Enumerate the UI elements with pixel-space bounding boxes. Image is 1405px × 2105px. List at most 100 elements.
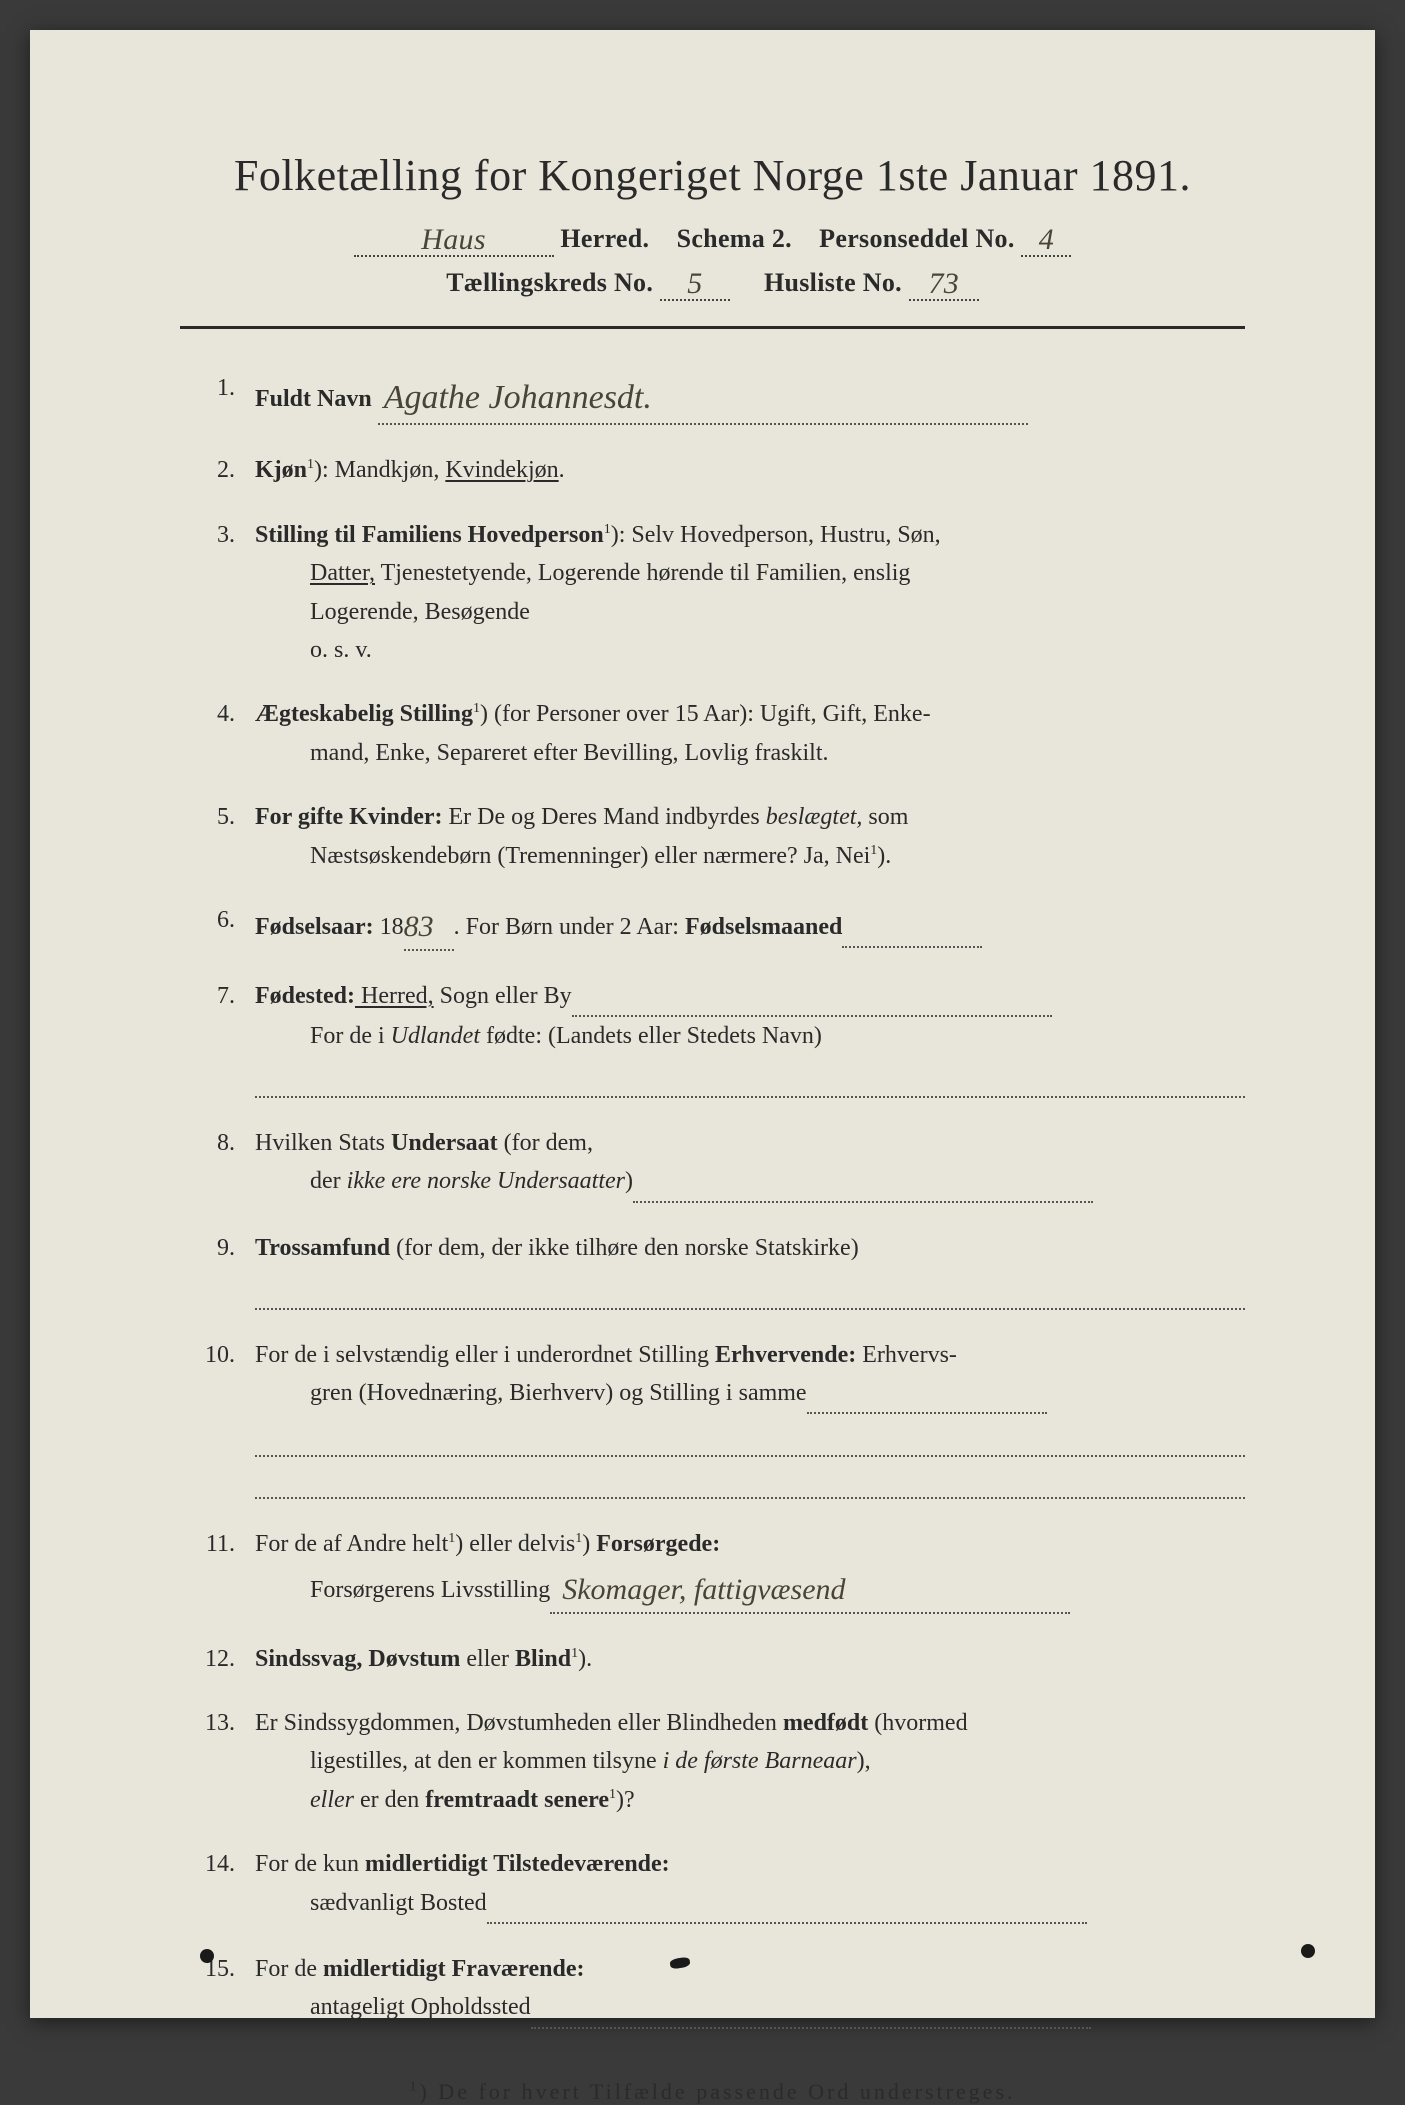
birth-year-hand: 83 (404, 903, 434, 951)
sup: 1 (609, 1787, 616, 1802)
line2: sædvanligt Bosted (255, 1884, 1245, 1924)
item-6: 6. Fødselsaar: 1883. For Børn under 2 Aa… (200, 901, 1245, 951)
item-num: 2. (200, 451, 255, 489)
personseddel-no-field: 4 (1021, 221, 1071, 257)
text: . For Børn under 2 Aar: (454, 914, 685, 940)
footnote-sup: 1 (409, 2079, 419, 2094)
text: Forsørgerens Livsstilling (310, 1577, 550, 1603)
text: ) (625, 1168, 633, 1194)
tallingskreds-no: 5 (687, 267, 702, 301)
text: ) (582, 1531, 596, 1557)
dotfill (531, 1988, 1091, 2028)
herred-field: Haus (354, 221, 554, 257)
text: For de af Andre helt (255, 1531, 448, 1557)
line2: Datter, Tjenestetyende, Logerende hørend… (255, 554, 1245, 592)
birth-month-field (842, 908, 982, 948)
label: Stilling til Familiens Hovedperson (255, 522, 604, 548)
italic: beslægtet, (766, 804, 863, 830)
text: ), (857, 1748, 871, 1774)
bold: fremtraadt senere (425, 1787, 609, 1813)
text: (for dem, der ikke tilhøre den norske St… (390, 1235, 859, 1261)
husliste-no: 73 (928, 267, 959, 301)
sup: 1 (473, 701, 480, 716)
item-num: 7. (200, 977, 255, 1015)
text: antageligt Opholdssted (310, 1994, 531, 2020)
line2: der ikke ere norske Undersaatter) (255, 1162, 1245, 1202)
text: (for dem, (498, 1130, 593, 1156)
item-8: 8. Hvilken Stats Undersaat (for dem, der… (200, 1124, 1245, 1203)
line2: For de i Udlandet fødte: (Landets eller … (255, 1017, 1245, 1055)
item-content: Fødselsaar: 1883. For Børn under 2 Aar: … (255, 901, 1245, 951)
item-10: 10. For de i selvstændig eller i underor… (200, 1336, 1245, 1500)
item-num: 3. (200, 516, 255, 554)
herred-handwritten: Haus (421, 223, 486, 257)
dotfill (807, 1374, 1047, 1414)
provider-handwritten: Skomager, fattigvæsend (562, 1566, 845, 1614)
italic: ikke ere norske Undersaatter (347, 1168, 625, 1194)
text: ): Mandkjøn, (314, 457, 445, 483)
label: Trossamfund (255, 1235, 390, 1261)
item-content: Kjøn1): Mandkjøn, Kvindekjøn. (255, 451, 1245, 489)
label: Fuldt Navn (255, 386, 372, 412)
dotfill (255, 1060, 1245, 1098)
sex-underlined: Kvindekjøn (445, 457, 558, 483)
item-13: 13. Er Sindssygdommen, Døvstumheden elle… (200, 1704, 1245, 1819)
line2: gren (Hovednæring, Bierhverv) og Stillin… (255, 1374, 1245, 1414)
label2: Blind (515, 1646, 571, 1672)
line4: o. s. v. (255, 631, 1245, 669)
item-content: Fuldt Navn Agathe Johannesdt. (255, 369, 1245, 425)
line2: Forsørgerens Livsstilling Skomager, fatt… (255, 1564, 1245, 1614)
item-content: For de kun midlertidigt Tilstedeværende:… (255, 1845, 1245, 1924)
text: Erhvervs- (856, 1342, 957, 1368)
item-9: 9. Trossamfund (for dem, der ikke tilhør… (200, 1229, 1245, 1310)
line2: Næstsøskendebørn (Tremenninger) eller næ… (255, 837, 1245, 875)
item-content: For de af Andre helt1) eller delvis1) Fo… (255, 1525, 1245, 1613)
item-content: Ægteskabelig Stilling1) (for Personer ov… (255, 695, 1245, 772)
name-field: Agathe Johannesdt. (378, 369, 1028, 425)
personseddel-label: Personseddel No. (819, 224, 1014, 253)
label: midlertidigt Tilstedeværende: (365, 1851, 670, 1877)
line2: mand, Enke, Separeret efter Bevilling, L… (255, 734, 1245, 772)
text: Er De og Deres Mand indbyrdes (443, 804, 766, 830)
item-14: 14. For de kun midlertidigt Tilstedevære… (200, 1845, 1245, 1924)
relation-underlined: Datter, (310, 560, 375, 586)
text: For de kun (255, 1851, 365, 1877)
label: Sindssvag, Døvstum (255, 1646, 460, 1672)
item-1: 1. Fuldt Navn Agathe Johannesdt. (200, 369, 1245, 425)
label: Erhvervende: (715, 1342, 856, 1368)
page-title: Folketælling for Kongeriget Norge 1ste J… (180, 150, 1245, 201)
item-4: 4. Ægteskabelig Stilling1) (for Personer… (200, 695, 1245, 772)
birthplace-underlined: Herred, (355, 983, 434, 1009)
name-handwritten: Agathe Johannesdt. (384, 371, 652, 425)
text: ): Selv Hovedperson, Hustru, Søn, (611, 522, 941, 548)
birthplace-field (572, 977, 1052, 1017)
year-prefix: 18 (374, 914, 404, 940)
label: Kjøn (255, 457, 307, 483)
text: sædvanligt Bosted (310, 1890, 487, 1916)
label: Ægteskabelig Stilling (255, 701, 473, 727)
item-content: For gifte Kvinder: Er De og Deres Mand i… (255, 798, 1245, 875)
item-3: 3. Stilling til Familiens Hovedperson1):… (200, 516, 1245, 670)
line2: antageligt Opholdssted (255, 1988, 1245, 2028)
item-5: 5. For gifte Kvinder: Er De og Deres Man… (200, 798, 1245, 875)
item-num: 8. (200, 1124, 255, 1162)
text: . (559, 457, 565, 483)
label2: Fødselsmaaned (685, 914, 842, 940)
item-num: 9. (200, 1229, 255, 1267)
item-num: 12. (200, 1640, 255, 1678)
birth-year-field: 83 (404, 901, 454, 951)
text: som (862, 804, 908, 830)
form-items: 1. Fuldt Navn Agathe Johannesdt. 2. Kjøn… (180, 369, 1245, 2029)
text: Sogn eller By (434, 983, 572, 1009)
husliste-field: 73 (909, 265, 979, 301)
text: )? (616, 1787, 635, 1813)
text: der (310, 1168, 347, 1194)
dotfill (255, 1418, 1245, 1456)
text: Er Sindssygdommen, Døvstumheden eller Bl… (255, 1710, 783, 1736)
item-content: For de midlertidigt Fraværende: antageli… (255, 1950, 1245, 2029)
label: For gifte Kvinder: (255, 804, 443, 830)
item-num: 1. (200, 369, 255, 407)
text: (hvormed (868, 1710, 967, 1736)
dotfill (487, 1884, 1087, 1924)
line2: ligestilles, at den er kommen tilsyne i … (255, 1742, 1245, 1780)
